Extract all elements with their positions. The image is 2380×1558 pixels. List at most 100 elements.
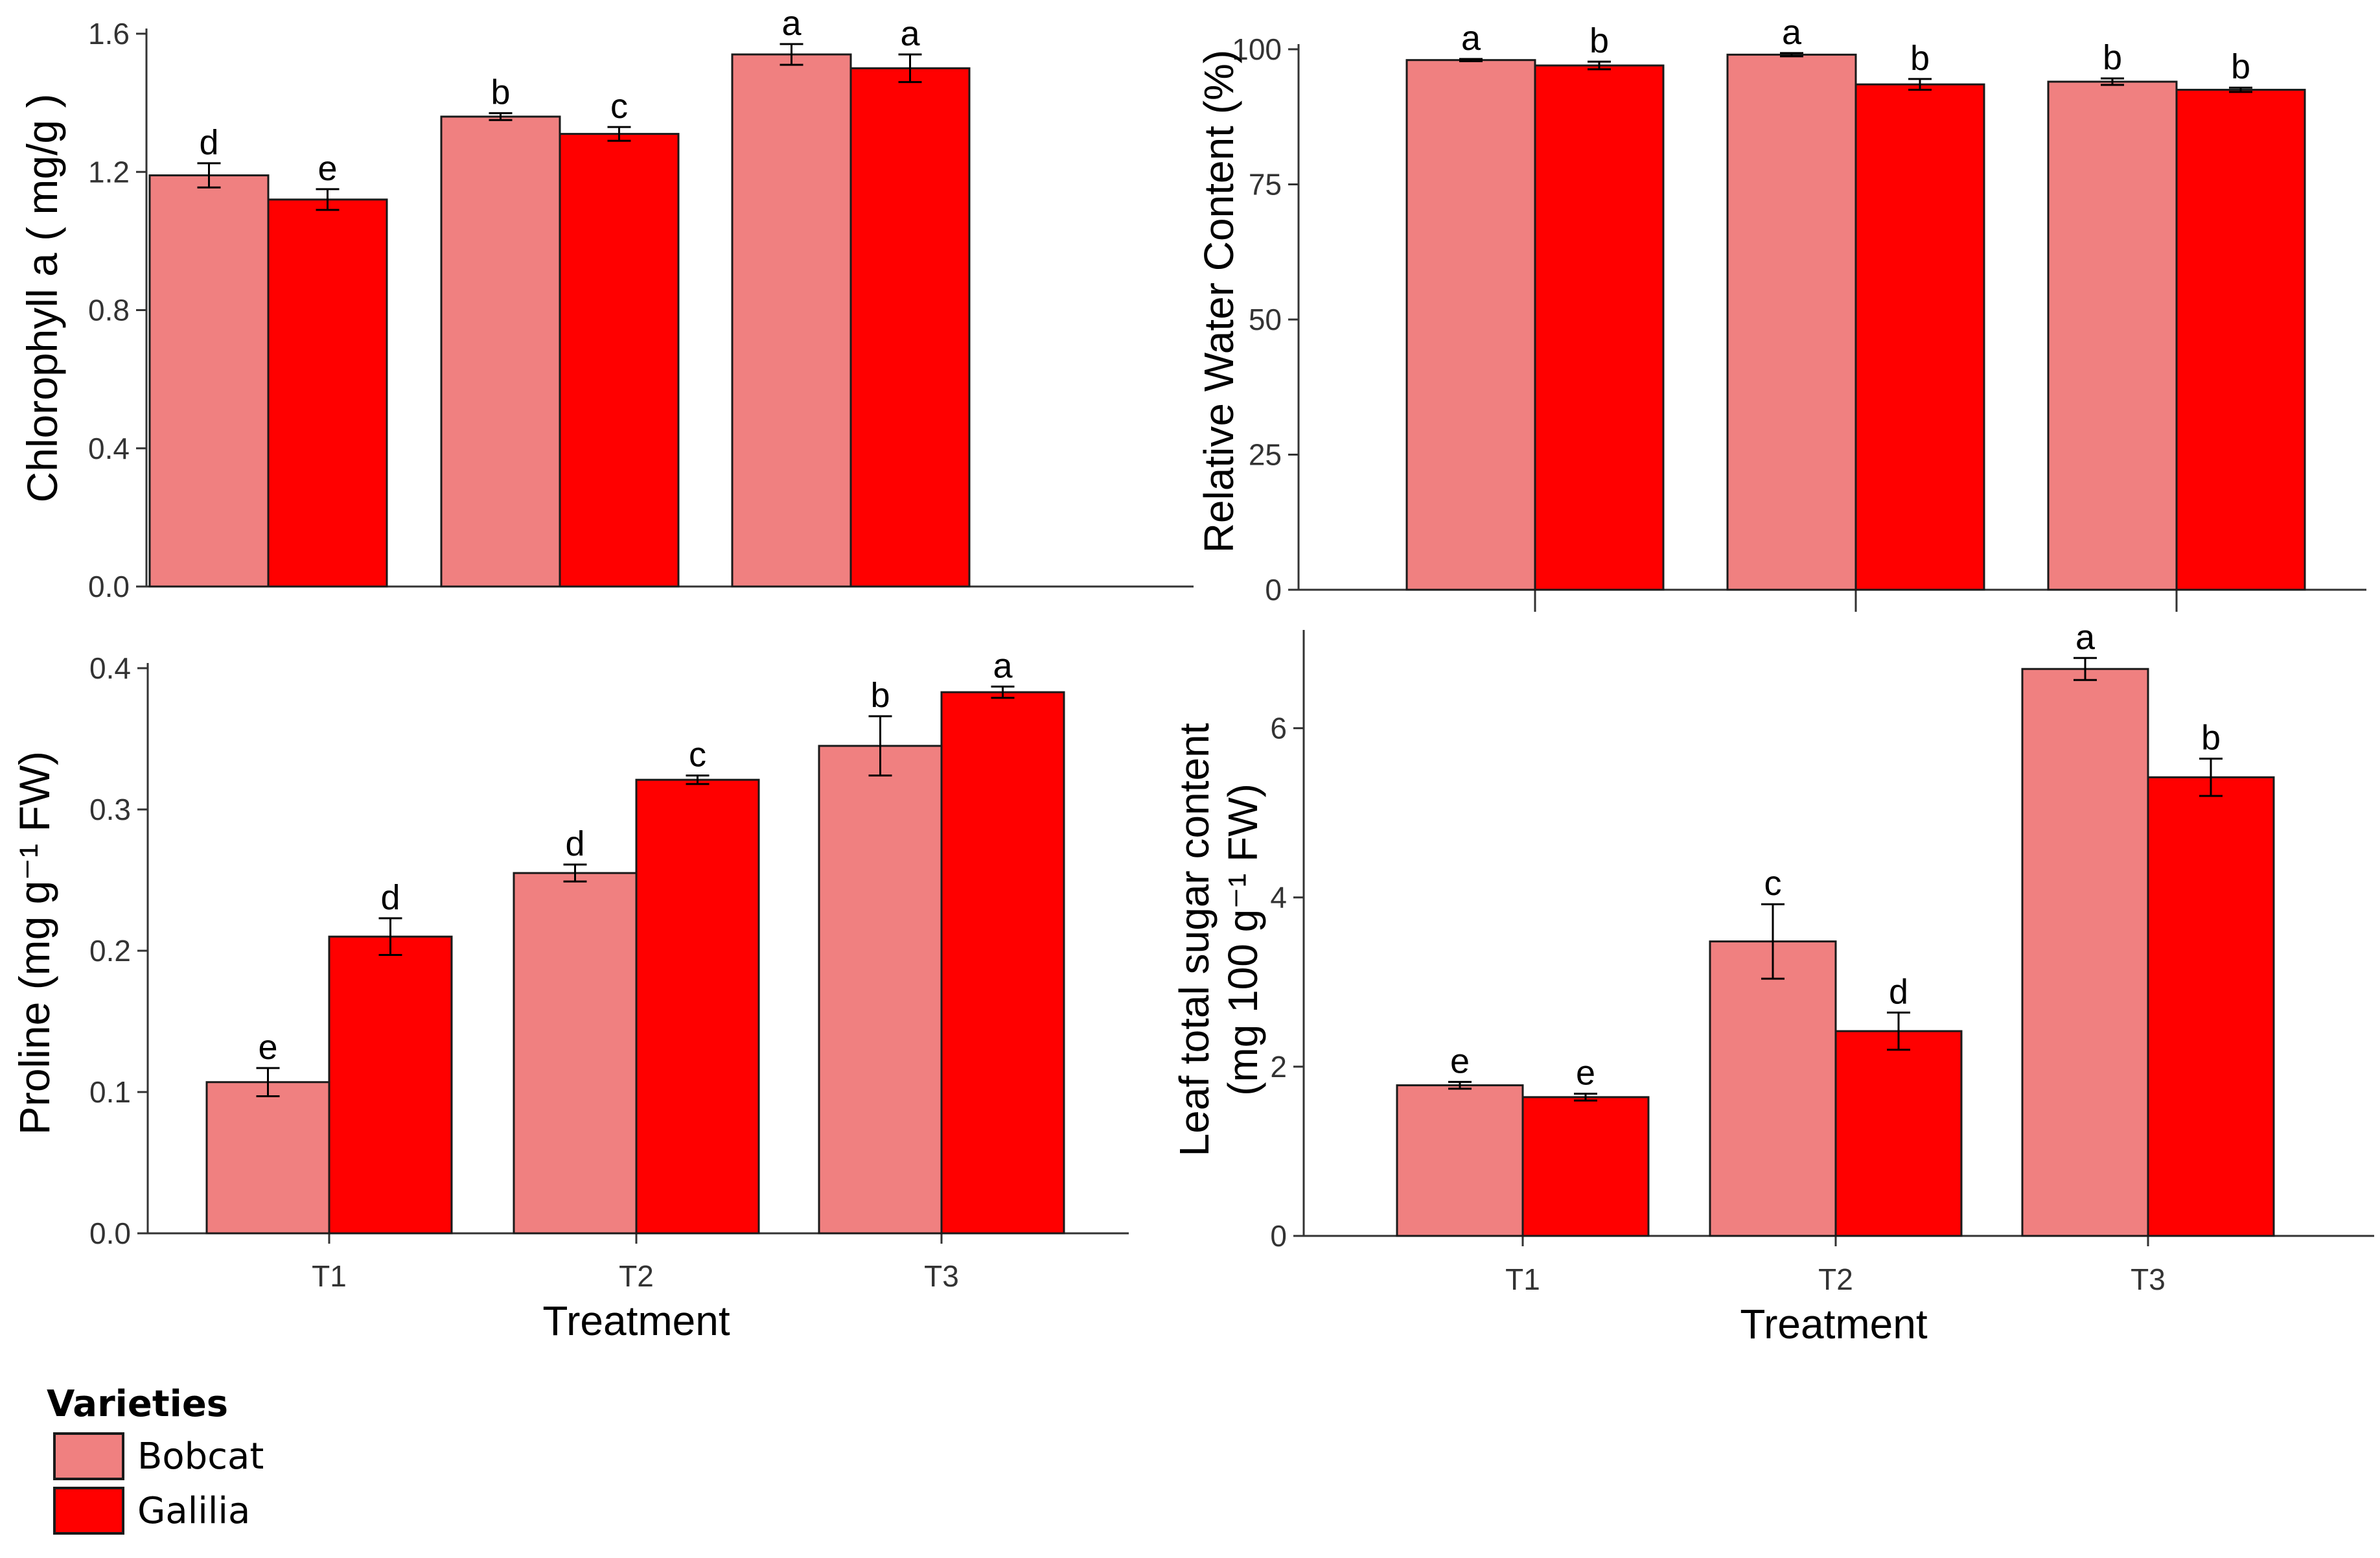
rwc-error-bar-bobcat-t2 (1780, 52, 1803, 58)
chlorophyll-error-bar-galilia-t3 (898, 53, 922, 84)
proline-bar-galilia-t2 (635, 778, 760, 1235)
proline-error-bar-galilia-t2 (686, 774, 710, 785)
chlorophyll-bar-bobcat-t2 (440, 115, 561, 588)
sugar-x-axis-title: Treatment (1740, 1301, 1928, 1347)
rwc-y-tick-label: 50 (1249, 303, 1282, 336)
sugar-significance-letter-galilia-t3: b (2201, 719, 2221, 758)
sugar-error-bar-galilia-t3 (2199, 758, 2223, 797)
sugar-y-tick-label: 2 (1270, 1050, 1287, 1084)
sugar-y-axis-title: Leaf total sugar content (1171, 723, 1218, 1156)
rwc-error-bar-galilia-t2 (1908, 78, 1932, 91)
sugar-bar-galilia-t2 (1834, 1030, 1963, 1237)
rwc-error-bar-bobcat-t1 (1459, 58, 1483, 62)
chlorophyll-y-tick-label: 0.4 (88, 432, 130, 465)
chlorophyll-significance-letter-bobcat-t1: d (199, 123, 218, 162)
proline-y-tick-label: 0.0 (89, 1216, 131, 1250)
rwc-y-axis-title: Relative Water Content (%) (1196, 50, 1242, 553)
chlorophyll-error-bar-galilia-t1 (316, 188, 340, 211)
rwc-significance-letter-galilia-t1: b (1589, 21, 1609, 60)
chlorophyll-plot-area: 0.0 0.4 0.8 1.2 1.6 d b a e c a (88, 4, 1194, 603)
chlorophyll-y-tick-label: 1.2 (88, 155, 130, 189)
proline-x-axis-title: Treatment (542, 1297, 730, 1344)
proline-significance-letter-bobcat-t2: d (565, 824, 584, 863)
chlorophyll-error-bar-bobcat-t3 (780, 43, 803, 66)
proline-significance-letter-bobcat-t1: e (258, 1028, 277, 1067)
chlorophyll-significance-letter-bobcat-t2: b (491, 73, 510, 112)
sugar-significance-letter-bobcat-t3: a (2075, 618, 2096, 657)
proline-x-tick-label: T1 (312, 1259, 347, 1293)
rwc-bar-galilia-t3 (2175, 89, 2306, 591)
sugar-bar-bobcat-t1 (1396, 1084, 1524, 1237)
sugar-significance-letter-galilia-t1: e (1576, 1054, 1595, 1093)
sugar-significance-letter-bobcat-t2: c (1764, 864, 1782, 903)
chlorophyll-error-bar-bobcat-t1 (197, 162, 221, 189)
sugar-significance-letter-galilia-t2: d (1889, 972, 1908, 1011)
sugar-x-tick-label: T2 (1818, 1262, 1853, 1296)
proline-y-tick-label: 0.2 (89, 934, 131, 968)
proline-plot-area: 0.0 0.1 0.2 0.3 0.4 T1 T2 T3 e d b d c a (89, 646, 1129, 1293)
rwc-significance-letter-galilia-t3: b (2231, 47, 2250, 86)
sugar-bar-galilia-t1 (1521, 1096, 1650, 1237)
proline-x-tick-label: T3 (924, 1259, 959, 1293)
chlorophyll-error-bar-bobcat-t2 (489, 112, 513, 121)
sugar-y-tick-label: 0 (1270, 1219, 1287, 1253)
rwc-error-bar-bobcat-t3 (2101, 77, 2124, 86)
proline-bar-bobcat-t2 (513, 872, 638, 1235)
legend: Varieties Bobcat Galilia (47, 1383, 264, 1535)
rwc-plot-area: 0 25 50 75 100 a a b b b b (1232, 13, 2366, 612)
chlorophyll-error-bar-galilia-t2 (607, 126, 631, 142)
proline-significance-letter-galilia-t2: c (689, 736, 706, 774)
sugar-error-bar-galilia-t2 (1887, 1011, 1910, 1051)
chlorophyll-significance-letter-galilia-t1: e (318, 149, 337, 188)
sugar-plot-area: 0 2 4 6 T1 T2 T3 e c a e d b (1270, 618, 2374, 1296)
sugar-bar-galilia-t3 (2147, 776, 2275, 1237)
sugar-y-axis-subtitle: (mg 100 g⁻¹ FW) (1219, 784, 1266, 1096)
proline-significance-letter-galilia-t3: a (993, 646, 1013, 685)
sugar-error-bar-bobcat-t3 (2074, 657, 2097, 681)
chlorophyll-y-tick-label: 1.6 (88, 17, 130, 51)
chlorophyll-bar-bobcat-t3 (731, 53, 852, 588)
proline-bar-bobcat-t1 (205, 1081, 330, 1235)
chlorophyll-bar-bobcat-t1 (148, 174, 270, 588)
sugar-significance-letter-bobcat-t1: e (1450, 1041, 1470, 1080)
chlorophyll-bar-galilia-t3 (849, 67, 971, 588)
proline-bar-galilia-t1 (328, 935, 453, 1235)
sugar-y-tick-label: 4 (1270, 881, 1287, 914)
legend-title: Varieties (47, 1383, 228, 1425)
sugar-error-bar-galilia-t1 (1574, 1093, 1597, 1102)
panel-relative-water-content: 0 25 50 75 100 a a b b b b Relative Water Content … (1196, 13, 2366, 612)
sugar-x-tick-label: T3 (2131, 1262, 2166, 1296)
proline-bar-galilia-t3 (940, 691, 1065, 1235)
proline-x-tick-label: T2 (619, 1259, 654, 1293)
panel-leaf-sugar: 0 2 4 6 T1 T2 T3 e c a e d b Leaf total sugar conten… (1171, 618, 2374, 1347)
rwc-significance-letter-bobcat-t3: b (2103, 38, 2122, 77)
proline-error-bar-galilia-t3 (991, 685, 1015, 699)
proline-error-bar-bobcat-t2 (563, 863, 587, 883)
rwc-significance-letter-bobcat-t2: a (1782, 13, 1802, 52)
legend-swatch-bobcat (53, 1432, 124, 1480)
sugar-y-tick-label: 6 (1270, 712, 1287, 745)
proline-error-bar-bobcat-t1 (256, 1067, 280, 1098)
rwc-y-tick-label: 25 (1249, 438, 1282, 472)
rwc-y-tick-label: 0 (1265, 573, 1282, 607)
chlorophyll-y-tick-label: 0.8 (88, 294, 130, 327)
rwc-error-bar-galilia-t3 (2229, 86, 2252, 93)
rwc-bar-bobcat-t2 (1726, 53, 1857, 591)
proline-error-bar-galilia-t1 (378, 917, 402, 957)
proline-y-tick-label: 0.1 (89, 1075, 131, 1109)
chlorophyll-significance-letter-galilia-t3: a (900, 14, 920, 53)
rwc-bar-bobcat-t1 (1405, 59, 1536, 591)
legend-label-bobcat: Bobcat (137, 1436, 264, 1478)
proline-y-tick-label: 0.3 (89, 793, 131, 826)
proline-significance-letter-bobcat-t3: b (870, 676, 890, 715)
chlorophyll-significance-letter-galilia-t2: c (610, 87, 628, 126)
proline-significance-letter-galilia-t1: d (380, 878, 400, 917)
rwc-bar-bobcat-t3 (2047, 80, 2178, 591)
chlorophyll-significance-letter-bobcat-t3: a (781, 4, 802, 43)
legend-label-galilia: Galilia (137, 1490, 250, 1532)
rwc-y-tick-label: 100 (1232, 32, 1282, 66)
panel-proline: 0.0 0.1 0.2 0.3 0.4 T1 T2 T3 e d b d c a Proline (mg … (10, 646, 1129, 1344)
proline-y-tick-label: 0.4 (89, 651, 131, 685)
rwc-y-tick-label: 75 (1249, 168, 1282, 202)
